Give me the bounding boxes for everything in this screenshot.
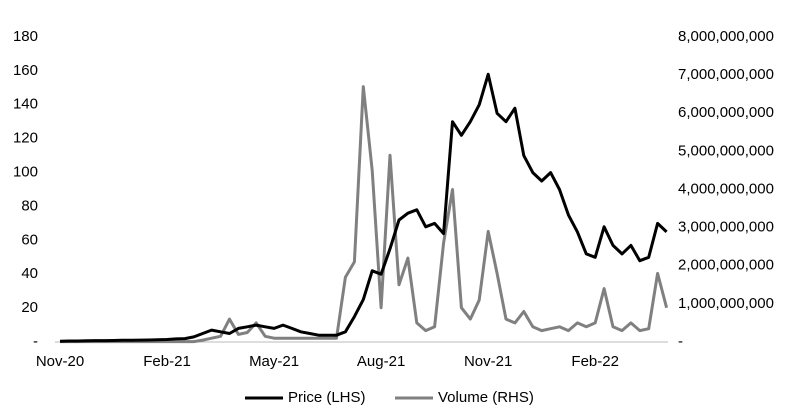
y2-tick-label: 7,000,000,000 <box>678 66 774 83</box>
y-tick-label: - <box>33 333 38 350</box>
y-tick-label: 120 <box>13 130 38 147</box>
legend-label: Volume (RHS) <box>438 389 534 406</box>
y-tick-label: 40 <box>21 265 38 282</box>
x-tick-label: Nov-20 <box>36 353 84 370</box>
legend-label: Price (LHS) <box>288 389 366 406</box>
x-tick-label: Feb-22 <box>571 353 619 370</box>
y-tick-label: 100 <box>13 164 38 181</box>
series-line <box>60 85 669 344</box>
y2-tick-label: 8,000,000,000 <box>678 28 774 45</box>
y2-tick-label: 6,000,000,000 <box>678 104 774 121</box>
y-tick-label: 80 <box>21 197 38 214</box>
y2-tick-label: 2,000,000,000 <box>678 257 774 274</box>
y2-tick-label: - <box>678 333 683 350</box>
y2-tick-label: 4,000,000,000 <box>678 180 774 197</box>
x-tick-label: May-21 <box>249 353 299 370</box>
y-tick-label: 160 <box>13 62 38 79</box>
series-line <box>59 72 668 343</box>
y-tick-label: 20 <box>21 299 38 316</box>
x-tick-label: Feb-21 <box>143 353 191 370</box>
y2-tick-label: 5,000,000,000 <box>678 142 774 159</box>
x-tick-label: Aug-21 <box>357 353 405 370</box>
x-tick-label: Nov-21 <box>464 353 512 370</box>
y-tick-label: 60 <box>21 231 38 248</box>
y-tick-label: 140 <box>13 96 38 113</box>
y2-tick-label: 1,000,000,000 <box>678 295 774 312</box>
y2-tick-label: 3,000,000,000 <box>678 219 774 236</box>
y-tick-label: 180 <box>13 28 38 45</box>
